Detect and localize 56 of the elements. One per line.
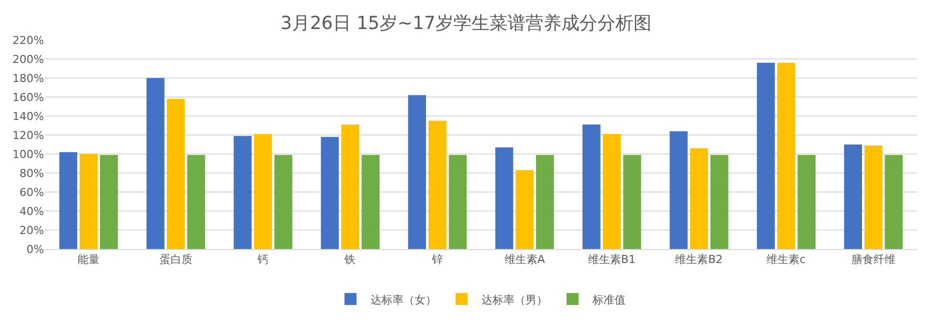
chart-title: 3月26日 15岁~17岁学生菜谱营养成分分析图 <box>280 12 652 34</box>
bar <box>536 154 554 249</box>
bar <box>234 136 252 249</box>
y-tick-label: 160% <box>12 90 44 104</box>
bar <box>844 144 862 249</box>
bar <box>320 136 339 249</box>
bar <box>187 154 206 249</box>
legend-label: 达标率（女） <box>370 293 436 306</box>
bar <box>864 145 882 249</box>
x-tick-label: 维生素B1 <box>588 253 636 266</box>
bar <box>884 154 903 249</box>
y-tick-label: 40% <box>20 204 44 218</box>
bar <box>166 98 185 249</box>
y-tick-label: 180% <box>12 72 44 85</box>
bar <box>690 148 708 249</box>
x-tick-label: 维生素c <box>766 253 806 266</box>
y-tick-label: 0% <box>26 242 44 256</box>
legend-label: 达标率（男） <box>482 293 548 306</box>
x-tick-label: 膳食纤维 <box>851 253 896 266</box>
y-tick-label: 220% <box>12 34 44 47</box>
bar <box>777 62 796 249</box>
bar <box>756 62 775 249</box>
bar <box>341 124 360 249</box>
bar <box>602 134 621 249</box>
legend-label: 标准值 <box>592 293 626 306</box>
x-tick-label: 维生素A <box>504 253 546 266</box>
bar <box>495 147 514 249</box>
y-tick-label: 120% <box>12 128 44 142</box>
bar <box>670 131 688 249</box>
x-tick-label: 维生素B2 <box>675 253 723 266</box>
bar <box>582 124 600 249</box>
bar <box>516 170 534 249</box>
y-tick-label: 140% <box>12 110 44 123</box>
bar <box>59 152 78 249</box>
y-tick-label: 60% <box>20 186 44 199</box>
bar <box>428 120 446 249</box>
bar <box>710 154 728 249</box>
x-tick-label: 钙 <box>256 253 268 266</box>
y-tick-label: 100% <box>12 148 44 161</box>
x-tick-label: 铁 <box>344 253 356 266</box>
bar <box>408 95 426 249</box>
bar <box>623 154 642 249</box>
y-tick-label: 20% <box>20 224 44 237</box>
bar <box>254 134 272 249</box>
x-tick-label: 锌 <box>430 253 443 266</box>
y-tick-label: 80% <box>20 166 44 180</box>
bar <box>448 154 467 249</box>
bar <box>362 154 380 249</box>
bar <box>274 154 292 249</box>
y-tick-label: 200% <box>12 52 44 66</box>
x-tick-label: 能量 <box>78 253 100 266</box>
bar <box>80 154 98 249</box>
bar <box>798 154 816 249</box>
bar <box>146 78 164 249</box>
bar <box>100 154 118 249</box>
x-tick-label: 蛋白质 <box>159 253 192 266</box>
